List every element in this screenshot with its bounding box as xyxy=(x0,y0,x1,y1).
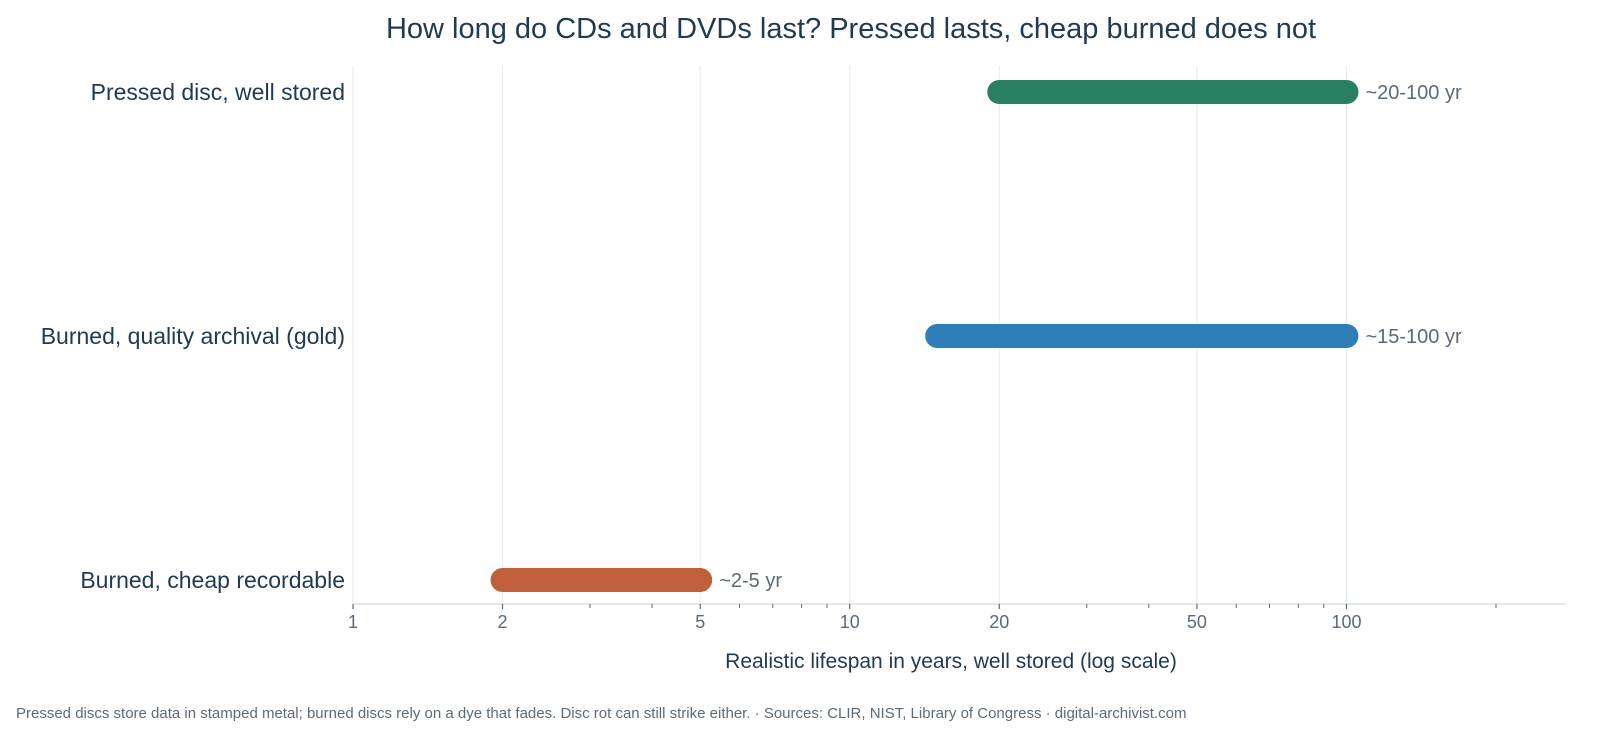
category-labels: Pressed disc, well stored Burned, quality… xyxy=(41,79,345,593)
chart-title: How long do CDs and DVDs last? Pressed l… xyxy=(386,13,1316,45)
range-bars: ~20-100 yr ~15-100 yr ~2-5 yr xyxy=(490,80,1462,592)
footer-note: Pressed discs store data in stamped meta… xyxy=(16,705,1186,722)
category-label-0: Pressed disc, well stored xyxy=(91,79,345,105)
x-tick-label-4: 20 xyxy=(989,612,1009,632)
range-label-1: ~15-100 yr xyxy=(1365,326,1462,348)
x-tick-label-2: 5 xyxy=(695,612,705,632)
x-tick-label-1: 2 xyxy=(498,612,508,632)
range-label-2: ~2-5 yr xyxy=(719,570,782,592)
x-tick-label-6: 100 xyxy=(1331,612,1361,632)
x-tick-label-3: 10 xyxy=(840,612,860,632)
x-axis: 1 2 5 10 20 50 100 xyxy=(348,603,1566,632)
x-axis-title: Realistic lifespan in years, well stored… xyxy=(725,650,1177,673)
category-label-2: Burned, cheap recordable xyxy=(80,567,345,593)
x-tick-label-5: 50 xyxy=(1187,612,1207,632)
category-label-1: Burned, quality archival (gold) xyxy=(41,323,345,349)
x-tick-label-0: 1 xyxy=(348,612,358,632)
range-label-0: ~20-100 yr xyxy=(1365,82,1462,104)
